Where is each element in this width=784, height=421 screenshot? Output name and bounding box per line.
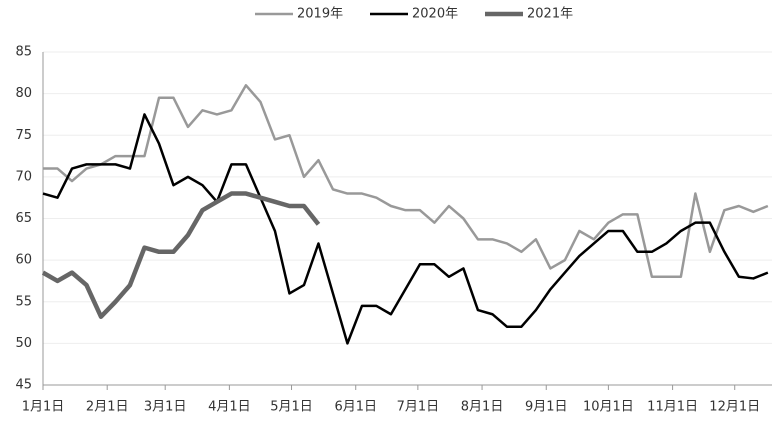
x-tick-label: 9月1日 xyxy=(525,400,568,415)
legend-label: 2019年 xyxy=(297,7,343,22)
x-tick-label: 4月1日 xyxy=(208,400,251,415)
y-tick-label: 45 xyxy=(15,378,32,393)
legend-label: 2020年 xyxy=(412,7,458,22)
x-tick-label: 11月1日 xyxy=(647,400,698,415)
x-tick-label: 7月1日 xyxy=(397,400,440,415)
x-tick-label: 2月1日 xyxy=(86,400,129,415)
y-tick-label: 70 xyxy=(15,169,32,184)
x-tick-label: 8月1日 xyxy=(461,400,504,415)
x-tick-label: 12月1日 xyxy=(709,400,760,415)
x-tick-label: 3月1日 xyxy=(144,400,187,415)
y-tick-label: 50 xyxy=(15,336,32,351)
y-tick-label: 65 xyxy=(15,211,32,226)
x-tick-label: 6月1日 xyxy=(334,400,377,415)
y-tick-label: 75 xyxy=(15,128,32,143)
y-tick-label: 80 xyxy=(15,86,32,101)
series-line xyxy=(42,113,769,345)
series-line xyxy=(43,84,769,279)
y-tick-label: 60 xyxy=(15,253,32,268)
series-line xyxy=(41,191,321,319)
y-tick-label: 55 xyxy=(15,294,32,309)
x-tick-label: 1月1日 xyxy=(22,400,65,415)
legend-label: 2021年 xyxy=(527,7,573,22)
x-tick-label: 5月1日 xyxy=(270,400,313,415)
x-tick-label: 10月1日 xyxy=(583,400,634,415)
y-tick-label: 85 xyxy=(15,45,32,60)
